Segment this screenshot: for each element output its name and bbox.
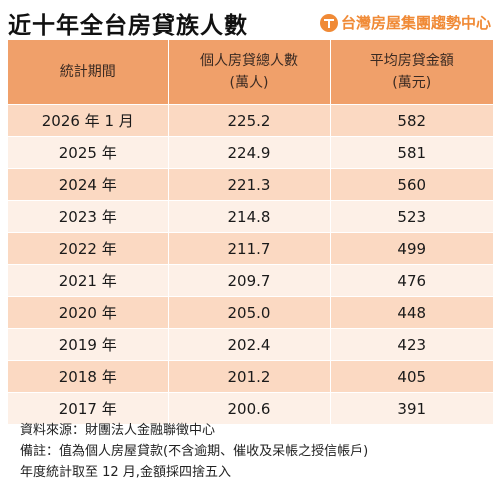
remark-note: 備註：值為個人房屋貸款(不含逾期、催收及呆帳之授信帳戶) <box>20 444 369 459</box>
cell-borrowers: 209.7 <box>168 264 331 297</box>
brand-logo: 台灣房屋集團趨勢中心 <box>319 12 491 33</box>
cell-borrowers: 225.2 <box>168 104 331 137</box>
cell-avg-amount: 448 <box>330 296 493 329</box>
header-avg-amount-label: 平均房貸金額 <box>369 53 454 69</box>
header-avg-amount-unit: (萬元) <box>392 75 432 91</box>
page-title: 近十年全台房貸族人數 <box>8 13 248 39</box>
cell-period: 2025 年 <box>8 136 169 169</box>
table-row: 2023 年 214.8 523 <box>8 200 493 233</box>
cell-period: 2024 年 <box>8 168 169 201</box>
cell-avg-amount: 560 <box>330 168 493 201</box>
cell-avg-amount: 581 <box>330 136 493 169</box>
cell-period: 2020 年 <box>8 296 169 329</box>
cell-borrowers: 211.7 <box>168 232 331 265</box>
cell-borrowers: 201.2 <box>168 360 331 393</box>
header-avg-amount: 平均房貸金額 (萬元) <box>330 40 493 105</box>
header-period: 統計期間 <box>8 40 169 105</box>
cell-borrowers: 224.9 <box>168 136 331 169</box>
cell-period: 2023 年 <box>8 200 169 233</box>
header-borrowers-unit: (萬人) <box>229 75 269 91</box>
table-row: 2018 年 201.2 405 <box>8 360 493 393</box>
cell-borrowers: 221.3 <box>168 168 331 201</box>
cell-avg-amount: 391 <box>330 392 493 425</box>
cell-avg-amount: 476 <box>330 264 493 297</box>
table-row: 2017 年 200.6 391 <box>8 392 493 425</box>
cell-period: 2022 年 <box>8 232 169 265</box>
table-row: 2021 年 209.7 476 <box>8 264 493 297</box>
cell-borrowers: 202.4 <box>168 328 331 361</box>
cell-period: 2018 年 <box>8 360 169 393</box>
footnotes: 資料來源：財團法人金融聯徵中心 備註：值為個人房屋貸款(不含逾期、催收及呆帳之授… <box>20 420 368 483</box>
table-row: 2022 年 211.7 499 <box>8 232 493 265</box>
table-header-row: 統計期間 個人房貸總人數 (萬人) 平均房貸金額 (萬元) <box>8 40 493 105</box>
cell-period: 2019 年 <box>8 328 169 361</box>
cell-avg-amount: 423 <box>330 328 493 361</box>
cell-avg-amount: 582 <box>330 104 493 137</box>
table-row: 2026 年 1 月 225.2 582 <box>8 104 493 137</box>
cell-borrowers: 214.8 <box>168 200 331 233</box>
cell-period: 2021 年 <box>8 264 169 297</box>
method-note: 年度統計取至 12 月,金額採四捨五入 <box>20 465 231 480</box>
brand-name: 台灣房屋集團趨勢中心 <box>340 14 491 32</box>
header-borrowers: 個人房貸總人數 (萬人) <box>168 40 331 105</box>
cell-borrowers: 200.6 <box>168 392 331 425</box>
cell-period: 2026 年 1 月 <box>8 104 169 137</box>
source-note: 資料來源：財團法人金融聯徵中心 <box>20 423 216 438</box>
header-period-label: 統計期間 <box>59 64 116 80</box>
header-borrowers-label: 個人房貸總人數 <box>200 53 298 69</box>
table-row: 2024 年 221.3 560 <box>8 168 493 201</box>
table-row: 2025 年 224.9 581 <box>8 136 493 169</box>
brand-logo-icon <box>319 13 338 32</box>
cell-avg-amount: 523 <box>330 200 493 233</box>
cell-period: 2017 年 <box>8 392 169 425</box>
cell-avg-amount: 405 <box>330 360 493 393</box>
cell-avg-amount: 499 <box>330 232 493 265</box>
cell-borrowers: 205.0 <box>168 296 331 329</box>
data-table: 統計期間 個人房貸總人數 (萬人) 平均房貸金額 (萬元) 2026 年 1 月… <box>8 40 493 425</box>
table-row: 2019 年 202.4 423 <box>8 328 493 361</box>
table-row: 2020 年 205.0 448 <box>8 296 493 329</box>
